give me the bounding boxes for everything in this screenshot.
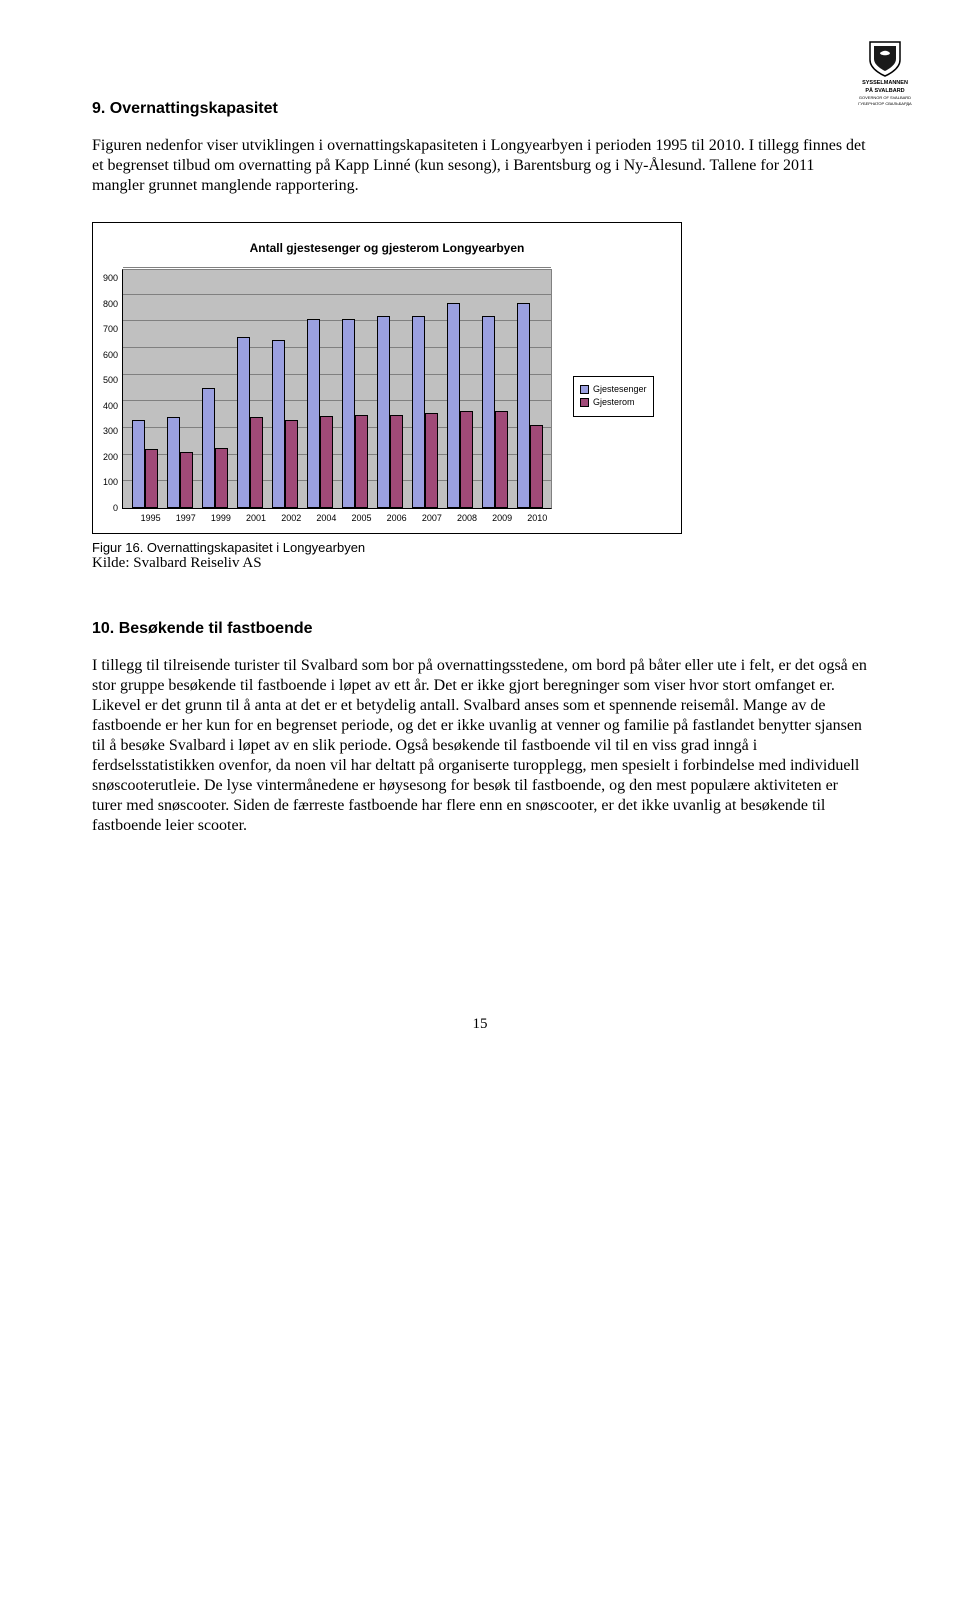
chart-bar-group [447,303,473,508]
chart-y-tick: 700 [103,324,118,334]
chart-legend-item: Gjestesenger [580,383,647,397]
chart-y-tick: 600 [103,350,118,360]
logo-line2: PÅ SVALBARD [850,88,920,94]
chart-x-tick: 1999 [208,513,234,523]
chart-y-tick: 0 [103,503,118,513]
chart-x-tick: 1997 [173,513,199,523]
chart-bar [285,420,298,508]
chart-y-tick: 900 [103,273,118,283]
legend-swatch-icon [580,398,589,407]
chart-y-tick: 800 [103,299,118,309]
logo-sub1: GOVERNOR OF SVALBARD [850,96,920,100]
chart-legend-item: Gjesterom [580,396,647,410]
chart-bar [132,420,145,508]
chart-x-tick: 2002 [278,513,304,523]
chart-bar-group [377,316,403,508]
chart-bar [202,388,215,508]
chart-bar-group [307,319,333,508]
legend-label: Gjestesenger [593,383,647,397]
chart-y-tick: 500 [103,375,118,385]
chart-x-ticks: 1995 1997 1999 2001 2002 2004 2005 2006 2007 2008… [129,509,559,523]
chart-bar [495,411,508,508]
section-9-paragraph: Figuren nedenfor viser utviklingen i ove… [92,136,868,196]
chart-x-tick: 2005 [349,513,375,523]
chart-bar [237,337,250,508]
legend-label: Gjesterom [593,396,635,410]
chart-bar [215,448,228,508]
chart-bar-group [517,303,543,508]
chart-x-tick: 1995 [138,513,164,523]
chart-bar-group [342,319,368,508]
chart-bar [530,425,543,508]
chart-bar [342,319,355,508]
chart-bar-group [482,316,508,508]
page-number: 15 [92,1016,868,1033]
figure-caption: Figur 16. Overnattingskapasitet i Longye… [92,540,868,555]
chart-bar [145,449,158,508]
chart-y-tick: 100 [103,477,118,487]
chart-legend: GjestesengerGjesterom [573,376,654,417]
section-10-paragraph: I tillegg til tilreisende turister til S… [92,656,868,836]
chart-y-tick: 200 [103,452,118,462]
chart-bar [250,417,263,508]
chart-y-tick: 400 [103,401,118,411]
chart-x-tick: 2004 [313,513,339,523]
logo-line1: SYSSELMANNEN [850,80,920,86]
logo-sub2: ГУБЕРНАТОР СВАЛЬБАРДА [850,102,920,106]
chart-bar [320,416,333,508]
shield-icon [868,40,902,78]
chart-bar [460,411,473,508]
chart-bar [482,316,495,508]
chart-x-tick: 2009 [489,513,515,523]
chart-bar-group [132,420,158,508]
chart-y-ticks: 9008007006005004003002001000 [103,269,122,509]
chart-x-tick: 2008 [454,513,480,523]
figure-source: Kilde: Svalbard Reiseliv AS [92,555,868,572]
chart-bar-group [202,388,228,508]
chart-x-tick: 2007 [419,513,445,523]
chart-bar [377,316,390,508]
legend-swatch-icon [580,385,589,394]
chart-bar [412,316,425,508]
header-logo: SYSSELMANNEN PÅ SVALBARD GOVERNOR OF SVA… [850,40,920,107]
section-10-heading: 10. Besøkende til fastboende [92,620,868,638]
chart-bar [447,303,460,508]
chart-bar-group [412,316,438,508]
chart-bar-group [237,337,263,508]
chart-bar [180,452,193,508]
chart-y-tick: 300 [103,426,118,436]
chart-x-tick: 2001 [243,513,269,523]
chart-bar [167,417,180,508]
chart-figure: Antall gjestesenger og gjesterom Longyea… [92,222,682,534]
chart-bar [307,319,320,508]
chart-bar-group [167,417,193,508]
chart-bar [355,415,368,508]
chart-bar [517,303,530,508]
chart-bar [425,413,438,508]
chart-x-tick: 2006 [384,513,410,523]
chart-x-tick: 2010 [524,513,550,523]
chart-bar [272,340,285,508]
chart-bar [390,415,403,508]
section-9-heading: 9. Overnattingskapasitet [92,100,868,118]
chart-plot-area [122,269,552,509]
chart-title: Antall gjestesenger og gjesterom Longyea… [103,241,671,255]
chart-bar-group [272,340,298,508]
